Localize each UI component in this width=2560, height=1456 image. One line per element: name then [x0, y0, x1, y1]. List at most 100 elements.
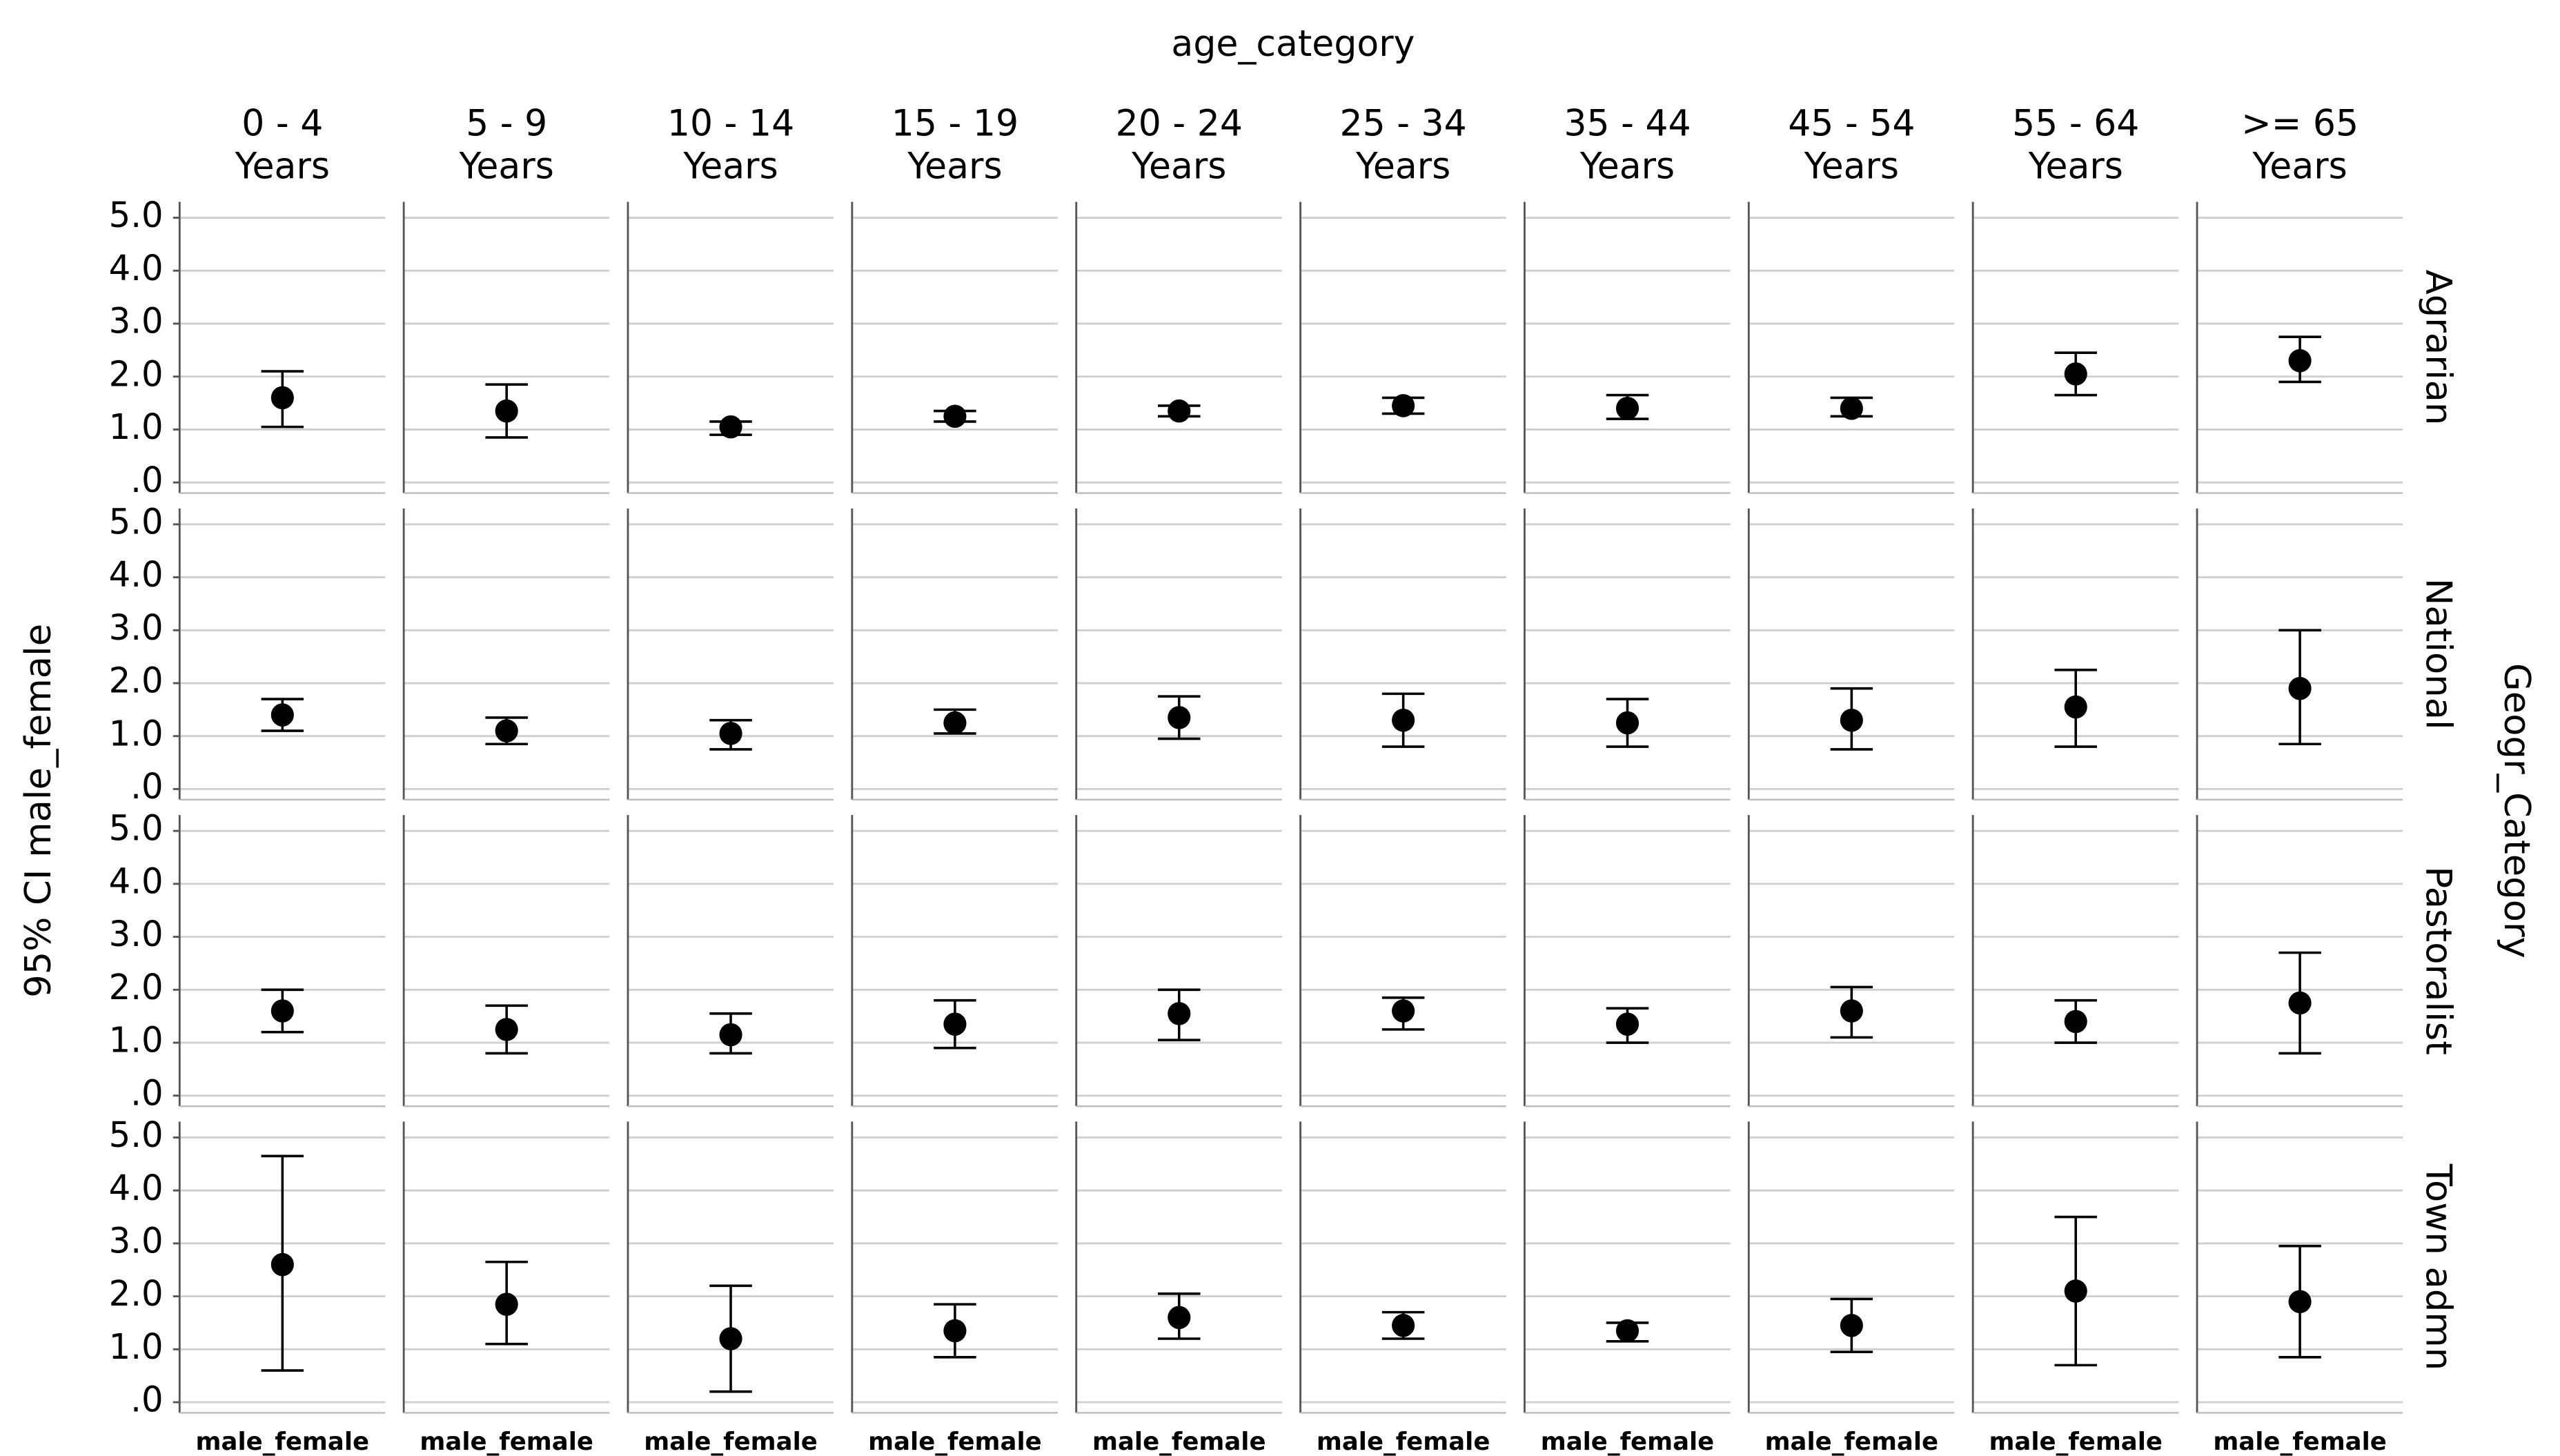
x-category-label: male_female	[1989, 1428, 2163, 1456]
mean-point	[1840, 999, 1863, 1023]
mean-point	[1840, 708, 1863, 732]
y-tick-label: 3.0	[109, 914, 164, 954]
column-label: 0 - 4	[242, 102, 323, 144]
mean-point	[495, 719, 518, 742]
mean-point	[1392, 999, 1415, 1023]
mean-point	[2064, 1010, 2087, 1034]
column-label: Years	[2028, 145, 2123, 187]
mean-point	[270, 1252, 294, 1277]
mean-point	[1392, 394, 1415, 417]
column-label: 35 - 44	[1564, 102, 1691, 144]
x-category-label: male_female	[868, 1428, 1042, 1456]
column-label: Years	[459, 145, 554, 187]
mean-point	[1392, 1314, 1415, 1337]
mean-point	[719, 1023, 742, 1047]
y-tick-label: 4.0	[109, 248, 164, 288]
column-label: 25 - 34	[1339, 102, 1466, 144]
x-category-label: male_female	[644, 1428, 818, 1456]
x-category-label: male_female	[1317, 1428, 1490, 1456]
column-label: Years	[907, 145, 1002, 187]
mean-point	[495, 1018, 518, 1041]
row-label: Agrarian	[2417, 270, 2459, 426]
y-tick-label: .0	[130, 767, 163, 807]
mean-point	[1168, 1306, 1191, 1330]
y-tick-label: 1.0	[109, 1020, 164, 1060]
mean-point	[1168, 706, 1191, 729]
mean-point	[943, 1012, 967, 1036]
column-label: 5 - 9	[466, 102, 547, 144]
mean-point	[1615, 711, 1640, 735]
y-tick-label: 5.0	[109, 808, 164, 848]
row-title: Geogr_Category	[2496, 663, 2538, 958]
y-tick-label: 4.0	[109, 1168, 164, 1208]
row-label: National	[2417, 578, 2459, 730]
row-label: Pastoralist	[2417, 866, 2459, 1055]
y-tick-label: 3.0	[109, 1221, 164, 1261]
mean-point	[2064, 1279, 2087, 1303]
mean-point	[719, 1327, 742, 1350]
column-label: Years	[682, 145, 778, 187]
x-category-label: male_female	[196, 1428, 370, 1456]
y-tick-label: 3.0	[109, 608, 164, 648]
mean-point	[1392, 708, 1415, 732]
mean-point	[2288, 348, 2312, 373]
mean-point	[495, 1292, 518, 1316]
column-title: age_category	[1171, 23, 1415, 65]
y-tick-label: 2.0	[109, 660, 164, 700]
mean-point	[2064, 695, 2087, 719]
mean-point	[1615, 1319, 1640, 1343]
y-tick-label: 5.0	[109, 502, 164, 542]
mean-point	[1840, 1314, 1863, 1337]
y-tick-label: 1.0	[109, 1327, 164, 1367]
mean-point	[270, 703, 294, 727]
y-axis-label: 95% CI male_female	[17, 624, 59, 998]
column-label: Years	[1579, 145, 1675, 187]
column-label: Years	[235, 145, 330, 187]
mean-point	[943, 1319, 967, 1343]
mean-point	[1840, 396, 1863, 420]
y-tick-label: 3.0	[109, 301, 164, 341]
mean-point	[495, 399, 518, 423]
mean-point	[719, 415, 742, 439]
mean-point	[2288, 676, 2312, 700]
x-category-label: male_female	[1541, 1428, 1715, 1456]
mean-point	[2064, 362, 2087, 386]
mean-point	[1168, 1002, 1191, 1025]
y-tick-label: 2.0	[109, 354, 164, 394]
column-label: 15 - 19	[892, 102, 1018, 144]
column-label: 20 - 24	[1116, 102, 1243, 144]
y-tick-label: .0	[130, 1379, 163, 1419]
mean-point	[1615, 1012, 1640, 1036]
mean-point	[2288, 991, 2312, 1015]
row-label: Town admn	[2417, 1163, 2459, 1370]
y-tick-label: 5.0	[109, 1115, 164, 1155]
column-label: Years	[1804, 145, 1899, 187]
y-tick-label: .0	[130, 460, 163, 500]
column-label: >= 65	[2241, 102, 2359, 144]
y-tick-label: 2.0	[109, 1274, 164, 1314]
y-tick-label: .0	[130, 1073, 163, 1113]
y-tick-label: 2.0	[109, 967, 164, 1007]
x-category-label: male_female	[1092, 1428, 1266, 1456]
mean-point	[719, 722, 742, 745]
y-tick-label: 1.0	[109, 407, 164, 447]
y-tick-label: 4.0	[109, 555, 164, 595]
mean-point	[1615, 396, 1640, 420]
x-category-label: male_female	[420, 1428, 593, 1456]
y-tick-label: 1.0	[109, 714, 164, 754]
mean-point	[270, 999, 294, 1023]
column-label: Years	[2252, 145, 2347, 187]
mean-point	[943, 404, 967, 429]
mean-point	[1168, 399, 1191, 423]
column-label: Years	[1131, 145, 1226, 187]
column-label: 10 - 14	[667, 102, 794, 144]
x-category-label: male_female	[1765, 1428, 1939, 1456]
x-category-label: male_female	[2213, 1428, 2387, 1456]
mean-point	[270, 386, 294, 410]
y-tick-label: 4.0	[109, 861, 164, 901]
column-label: Years	[1355, 145, 1450, 187]
y-tick-label: 5.0	[109, 195, 164, 235]
mean-point	[943, 711, 967, 735]
